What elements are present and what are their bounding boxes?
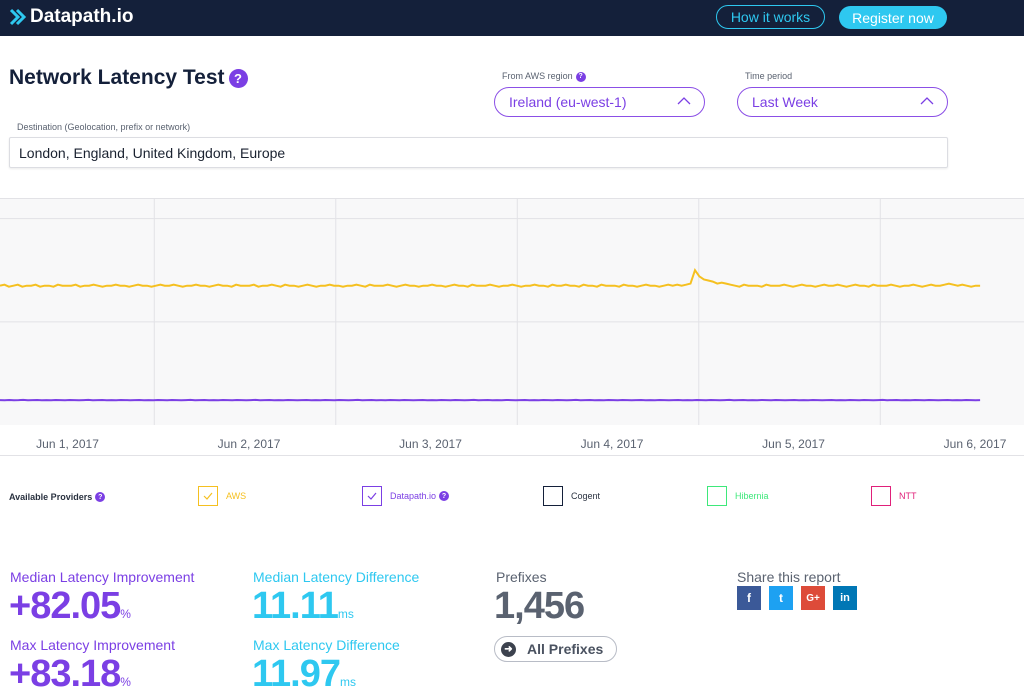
median-diff-label: Median Latency Difference — [253, 569, 420, 585]
series-line-aws — [0, 268, 981, 288]
period-label: Time period — [745, 71, 793, 81]
checkbox-hibernia[interactable] — [707, 486, 727, 506]
latency-chart-svg: Jun 1, 2017 Jun 2, 2017 Jun 3, 2017 Jun 4, … — [0, 198, 1024, 456]
facebook-icon: f — [747, 591, 751, 605]
prefixes-value: 1,456 — [494, 585, 585, 627]
median-diff-value: 11.11ms — [252, 585, 354, 628]
check-icon — [367, 492, 377, 500]
provider-ntt[interactable]: NTT — [871, 486, 917, 506]
provider-aws[interactable]: AWS — [198, 486, 246, 506]
provider-datapath[interactable]: Datapath.io? — [362, 486, 450, 506]
checkbox-ntt[interactable] — [871, 486, 891, 506]
google-plus-share-button[interactable]: G+ — [801, 586, 825, 610]
max-improvement-label: Max Latency Improvement — [10, 637, 175, 653]
help-icon[interactable]: ? — [228, 68, 248, 88]
median-improvement-label: Median Latency Improvement — [10, 569, 195, 585]
latency-chart: Jun 1, 2017 Jun 2, 2017 Jun 3, 2017 Jun 4, … — [0, 198, 1024, 456]
x-tick-label: Jun 1, 2017 — [36, 437, 99, 451]
region-help-icon[interactable]: ? — [575, 71, 586, 82]
region-label: From AWS region? — [502, 71, 586, 82]
checkbox-aws[interactable] — [198, 486, 218, 506]
max-diff-label: Max Latency Difference — [253, 637, 400, 653]
x-tick-label: Jun 5, 2017 — [762, 437, 825, 451]
median-diff-unit: ms — [337, 607, 354, 621]
destination-input[interactable]: London, England, United Kingdom, Europe — [9, 137, 948, 168]
page-title: Network Latency Test ? — [9, 66, 248, 90]
prefixes-label: Prefixes — [496, 569, 547, 585]
chevron-up-icon — [920, 97, 934, 105]
share-label: Share this report — [737, 569, 841, 585]
period-select[interactable]: Last Week — [737, 87, 948, 117]
provider-cogent[interactable]: Cogent — [543, 486, 600, 506]
page-title-text: Network Latency Test — [9, 66, 225, 89]
chevron-up-icon — [677, 97, 691, 105]
twitter-icon: t — [779, 591, 783, 605]
max-diff-unit: ms — [340, 675, 356, 689]
checkbox-datapath[interactable] — [362, 486, 382, 506]
top-navbar: Datapath.io How it works Register now — [0, 0, 1024, 36]
region-label-text: From AWS region — [502, 71, 573, 81]
period-select-value: Last Week — [752, 94, 818, 110]
region-select[interactable]: Ireland (eu-west-1) — [494, 87, 705, 117]
provider-datapath-label: Datapath.io — [390, 491, 437, 501]
max-diff-value: 11.97ms — [252, 653, 356, 696]
providers-label-text: Available Providers — [9, 492, 93, 502]
providers-help-icon[interactable]: ? — [95, 492, 106, 502]
destination-label: Destination (Geolocation, prefix or netw… — [17, 122, 191, 132]
datapath-help-icon[interactable]: ? — [439, 491, 450, 501]
provider-cogent-label: Cogent — [571, 491, 601, 501]
linkedin-icon: in — [840, 592, 850, 604]
how-it-works-button[interactable]: How it works — [716, 5, 825, 29]
median-diff-number: 11.11 — [252, 585, 339, 627]
max-improvement-value: +83.18% — [9, 653, 131, 696]
all-prefixes-label: All Prefixes — [527, 641, 604, 657]
x-tick-label: Jun 2, 2017 — [218, 437, 281, 451]
google-plus-icon: G+ — [806, 592, 820, 604]
check-icon — [203, 492, 213, 500]
plot-background — [0, 198, 1024, 425]
max-improvement-unit: % — [120, 675, 131, 689]
provider-ntt-label: NTT — [899, 491, 917, 501]
provider-hibernia-label: Hibernia — [735, 491, 769, 501]
x-tick-label: Jun 4, 2017 — [581, 437, 644, 451]
providers-label: Available Providers? — [9, 492, 106, 502]
median-improvement-unit: % — [120, 607, 131, 621]
region-select-value: Ireland (eu-west-1) — [509, 94, 627, 110]
arrow-right-icon: ➜ — [501, 641, 516, 657]
x-tick-label: Jun 6, 2017 — [944, 437, 1007, 451]
max-diff-number: 11.97 — [252, 653, 341, 695]
linkedin-share-button[interactable]: in — [833, 586, 857, 610]
max-improvement-number: +83.18 — [9, 653, 121, 695]
provider-hibernia[interactable]: Hibernia — [707, 486, 769, 506]
x-tick-label: Jun 3, 2017 — [399, 437, 462, 451]
median-improvement-number: +82.05 — [9, 585, 121, 627]
brand-logo[interactable]: Datapath.io — [9, 6, 133, 28]
checkbox-cogent[interactable] — [543, 486, 563, 506]
brand-name: Datapath.io — [30, 6, 134, 27]
median-improvement-value: +82.05% — [9, 585, 131, 628]
logo-chevron-icon — [9, 8, 27, 26]
twitter-share-button[interactable]: t — [769, 586, 793, 610]
providers-bar: Available Providers? AWS Datapath.io? Co… — [0, 485, 1024, 509]
register-button[interactable]: Register now — [839, 6, 947, 29]
facebook-share-button[interactable]: f — [737, 586, 761, 610]
all-prefixes-button[interactable]: ➜ All Prefixes — [494, 636, 617, 662]
provider-aws-label: AWS — [226, 491, 247, 501]
